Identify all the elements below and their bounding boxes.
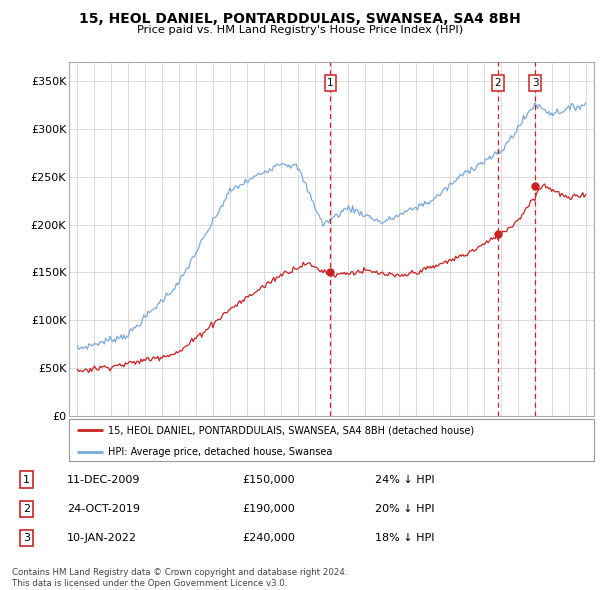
Text: 2: 2 bbox=[23, 504, 30, 514]
Text: 1: 1 bbox=[23, 475, 30, 485]
Text: 2: 2 bbox=[494, 78, 501, 88]
Text: 1: 1 bbox=[327, 78, 334, 88]
Text: Contains HM Land Registry data © Crown copyright and database right 2024.: Contains HM Land Registry data © Crown c… bbox=[12, 568, 347, 576]
Text: HPI: Average price, detached house, Swansea: HPI: Average price, detached house, Swan… bbox=[109, 447, 333, 457]
Text: £190,000: £190,000 bbox=[242, 504, 295, 514]
FancyBboxPatch shape bbox=[69, 419, 594, 461]
Text: £240,000: £240,000 bbox=[242, 533, 295, 543]
Text: 15, HEOL DANIEL, PONTARDDULAIS, SWANSEA, SA4 8BH (detached house): 15, HEOL DANIEL, PONTARDDULAIS, SWANSEA,… bbox=[109, 425, 475, 435]
Text: This data is licensed under the Open Government Licence v3.0.: This data is licensed under the Open Gov… bbox=[12, 579, 287, 588]
Text: 10-JAN-2022: 10-JAN-2022 bbox=[67, 533, 137, 543]
Text: 15, HEOL DANIEL, PONTARDDULAIS, SWANSEA, SA4 8BH: 15, HEOL DANIEL, PONTARDDULAIS, SWANSEA,… bbox=[79, 12, 521, 26]
Text: 3: 3 bbox=[23, 533, 30, 543]
Text: 18% ↓ HPI: 18% ↓ HPI bbox=[375, 533, 434, 543]
Text: 20% ↓ HPI: 20% ↓ HPI bbox=[375, 504, 434, 514]
Text: 11-DEC-2009: 11-DEC-2009 bbox=[67, 475, 140, 485]
Text: 3: 3 bbox=[532, 78, 539, 88]
Text: 24% ↓ HPI: 24% ↓ HPI bbox=[375, 475, 434, 485]
Text: 24-OCT-2019: 24-OCT-2019 bbox=[67, 504, 140, 514]
Text: £150,000: £150,000 bbox=[242, 475, 295, 485]
Text: Price paid vs. HM Land Registry's House Price Index (HPI): Price paid vs. HM Land Registry's House … bbox=[137, 25, 463, 35]
